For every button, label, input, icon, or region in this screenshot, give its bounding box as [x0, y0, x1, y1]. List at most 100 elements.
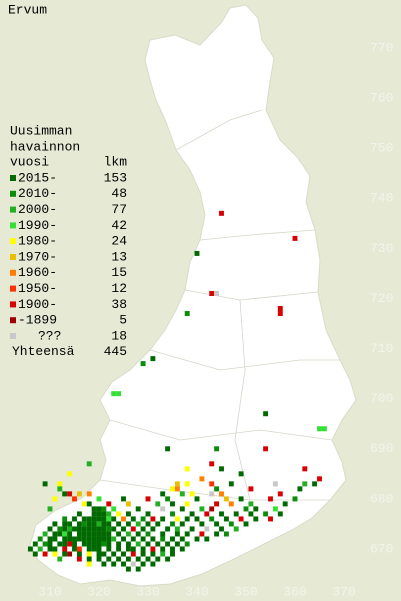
- observation-square: [86, 501, 92, 507]
- observation-square: [214, 501, 220, 507]
- observation-square: [165, 526, 171, 532]
- observation-square: [86, 541, 92, 547]
- legend-swatch: [10, 206, 16, 213]
- legend-count: 13: [111, 249, 127, 264]
- observation-square: [125, 566, 131, 572]
- observation-square: [204, 526, 210, 532]
- observation-square: [140, 361, 146, 367]
- observation-square: [214, 486, 220, 492]
- legend-count: 42: [111, 218, 127, 233]
- observation-square: [277, 491, 283, 497]
- observation-square: [170, 546, 175, 552]
- y-tick-label: 720: [370, 291, 393, 306]
- region-borders: [99, 109, 340, 501]
- legend-label: 2000-: [18, 202, 57, 217]
- observation-square: [72, 516, 77, 522]
- legend-swatch: [10, 317, 16, 324]
- observation-square: [214, 446, 220, 452]
- observation-square: [228, 521, 234, 527]
- observation-square: [125, 521, 131, 527]
- observation-square: [253, 516, 259, 522]
- observation-square: [194, 496, 200, 502]
- observation-square: [111, 516, 117, 522]
- y-tick-label: 740: [370, 191, 393, 206]
- observation-square: [184, 466, 190, 472]
- observation-square: [174, 531, 180, 537]
- observation-square: [62, 526, 68, 532]
- observation-square: [214, 531, 220, 537]
- observation-square: [140, 546, 146, 552]
- observation-square: [184, 516, 190, 522]
- observation-square: [174, 516, 180, 522]
- observation-square: [219, 526, 224, 532]
- x-tick-label: 350: [234, 584, 257, 599]
- observation-square: [101, 506, 107, 512]
- observation-square: [179, 506, 185, 512]
- observation-square: [121, 551, 126, 557]
- observation-square: [106, 526, 112, 532]
- legend-swatch: [10, 254, 16, 260]
- observation-square: [228, 481, 234, 487]
- legend-label: -1899: [18, 313, 57, 328]
- observation-square: [170, 521, 175, 527]
- observation-square: [214, 290, 220, 296]
- observation-square: [76, 556, 82, 562]
- observation-square: [130, 546, 136, 552]
- observation-square: [96, 526, 102, 532]
- x-tick-label: 360: [283, 584, 306, 599]
- observation-square: [106, 521, 112, 527]
- observation-square: [121, 516, 126, 522]
- y-tick-label: 690: [370, 441, 393, 456]
- observation-square: [272, 506, 278, 512]
- legend-count: 77: [111, 202, 127, 217]
- observation-square: [184, 501, 190, 507]
- observation-square: [111, 561, 117, 567]
- observation-square: [170, 501, 175, 507]
- legend-count: 38: [111, 297, 127, 312]
- finland-outline: [29, 4, 357, 587]
- observation-square: [160, 531, 166, 537]
- observation-square: [67, 531, 73, 537]
- observation-square: [101, 561, 107, 567]
- observation-square: [155, 501, 161, 507]
- observation-square: [96, 531, 102, 537]
- observation-square: [86, 536, 92, 542]
- observation-square: [179, 546, 185, 552]
- x-tick-label: 320: [87, 584, 110, 599]
- observation-square: [62, 521, 68, 527]
- observation-square: [233, 526, 239, 532]
- observation-square: [165, 446, 171, 452]
- observation-square: [238, 516, 244, 522]
- observation-square: [302, 481, 308, 487]
- observation-square: [91, 536, 97, 542]
- observation-square: [199, 506, 205, 512]
- observation-square: [292, 496, 298, 502]
- observation-square: [72, 536, 77, 542]
- observation-square: [130, 526, 136, 532]
- observation-square: [106, 501, 112, 507]
- observation-square: [263, 411, 269, 417]
- observation-square: [243, 506, 249, 512]
- legend-label: 2015-: [18, 170, 57, 185]
- observation-square: [96, 511, 102, 517]
- observation-square: [91, 511, 97, 517]
- observation-square: [86, 461, 92, 467]
- observation-square: [111, 551, 117, 557]
- observation-square: [52, 551, 58, 557]
- y-tick-label: 750: [370, 141, 393, 156]
- observation-square: [179, 536, 185, 542]
- observation-square: [76, 536, 82, 542]
- observation-square: [204, 511, 210, 517]
- observation-square: [57, 531, 63, 537]
- observation-square: [263, 446, 269, 452]
- observation-square: [121, 561, 126, 567]
- legend-count-heading: lkm: [104, 154, 128, 169]
- observation-square: [81, 536, 87, 542]
- observation-square: [130, 551, 136, 557]
- observation-square: [96, 521, 102, 527]
- observation-square: [125, 556, 131, 562]
- legend-count: 48: [111, 186, 127, 201]
- observation-square: [91, 546, 97, 552]
- legend-total-label: Yhteensä: [12, 344, 75, 359]
- observation-square: [47, 526, 53, 532]
